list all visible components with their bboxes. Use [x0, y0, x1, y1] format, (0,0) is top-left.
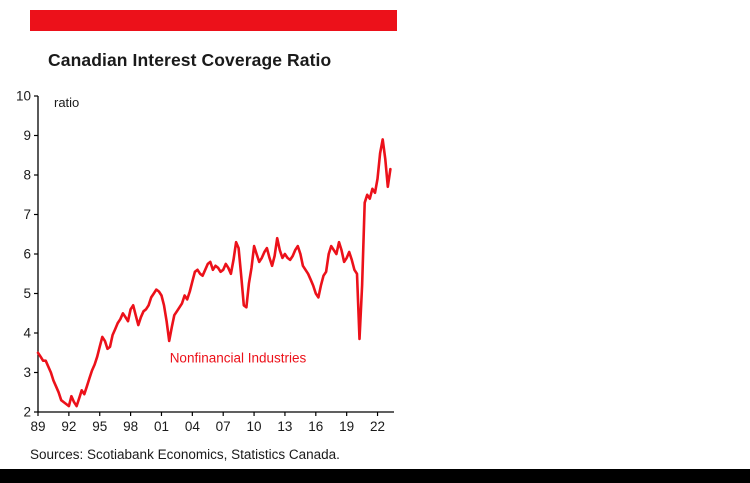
svg-text:04: 04 — [185, 419, 201, 434]
svg-text:2: 2 — [23, 405, 31, 420]
svg-text:13: 13 — [277, 419, 292, 434]
svg-text:89: 89 — [30, 419, 45, 434]
svg-text:4: 4 — [23, 326, 31, 341]
svg-text:8: 8 — [23, 168, 31, 183]
footer-bar — [0, 469, 750, 483]
chart-title: Canadian Interest Coverage Ratio — [48, 50, 332, 70]
svg-text:7: 7 — [23, 207, 31, 222]
header-accent-bar — [30, 10, 397, 31]
series-line-nonfinancial-industries — [36, 138, 392, 408]
sources-note: Sources: Scotiabank Economics, Statistic… — [30, 447, 340, 462]
svg-text:10: 10 — [16, 89, 31, 104]
svg-text:01: 01 — [154, 419, 169, 434]
svg-text:9: 9 — [23, 128, 31, 143]
y-axis-unit-label: ratio — [54, 95, 79, 110]
svg-text:98: 98 — [123, 419, 138, 434]
svg-text:10: 10 — [247, 419, 262, 434]
svg-text:6: 6 — [23, 247, 31, 262]
y-axis: 10 9 8 7 6 5 4 3 2 ratio — [16, 89, 79, 420]
svg-text:95: 95 — [92, 419, 107, 434]
svg-text:16: 16 — [308, 419, 323, 434]
x-axis: 89 92 95 98 01 04 07 10 13 16 19 22 — [30, 411, 394, 434]
svg-text:22: 22 — [370, 419, 385, 434]
svg-text:3: 3 — [23, 365, 31, 380]
svg-text:19: 19 — [339, 419, 354, 434]
svg-text:07: 07 — [216, 419, 231, 434]
svg-text:5: 5 — [23, 286, 31, 301]
svg-text:92: 92 — [61, 419, 76, 434]
series-annotation-label: Nonfinancial Industries — [170, 351, 307, 366]
